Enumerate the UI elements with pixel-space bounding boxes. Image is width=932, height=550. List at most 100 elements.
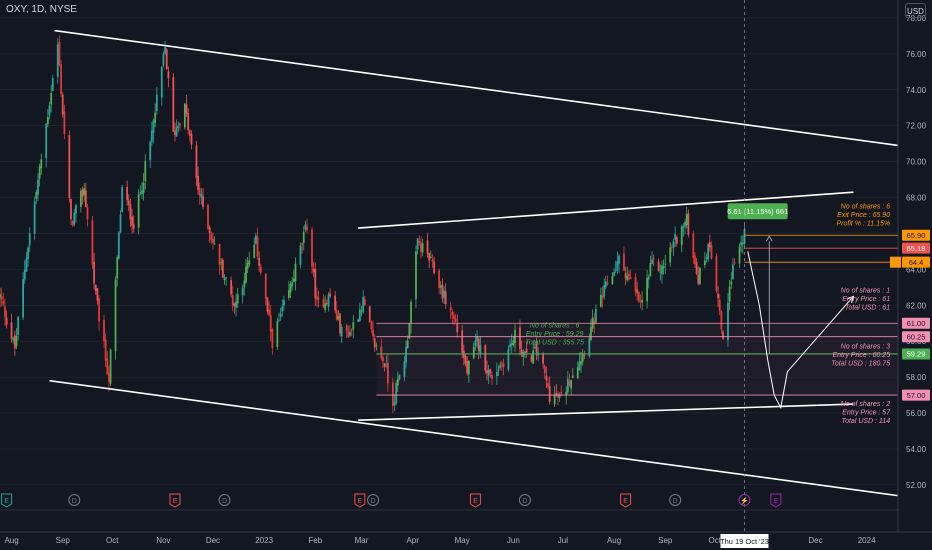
candle bbox=[152, 118, 155, 143]
candle bbox=[98, 295, 100, 331]
candle bbox=[301, 242, 303, 254]
candle bbox=[340, 323, 343, 344]
candle bbox=[246, 256, 249, 274]
candle bbox=[616, 251, 619, 274]
candle bbox=[651, 251, 653, 265]
earnings-marker[interactable]: E bbox=[1, 493, 13, 508]
candle bbox=[345, 323, 348, 338]
candle bbox=[279, 307, 282, 321]
candle bbox=[495, 362, 498, 385]
candle bbox=[68, 130, 71, 203]
candle bbox=[500, 360, 503, 371]
split-marker[interactable]: ⚡ bbox=[738, 494, 751, 506]
price-tag bbox=[902, 256, 930, 268]
candle bbox=[106, 351, 109, 375]
candle bbox=[415, 245, 417, 309]
event-markers[interactable]: E D E D E D E D E D ⚡ E bbox=[1, 493, 782, 508]
dividend-marker[interactable]: D bbox=[669, 494, 682, 506]
measure-label-box bbox=[727, 203, 788, 220]
candle bbox=[311, 226, 313, 274]
trendline[interactable] bbox=[49, 379, 899, 497]
projection-path[interactable] bbox=[747, 251, 854, 410]
trade-annotation[interactable]: No of shares : 6 Exit Price : 65.90Profit… bbox=[837, 203, 891, 227]
candle bbox=[451, 308, 454, 325]
earnings-marker[interactable]: E bbox=[620, 493, 632, 508]
candle bbox=[160, 66, 163, 106]
annotation-line: Total USD : 180.75 bbox=[831, 360, 890, 367]
candle bbox=[628, 270, 630, 281]
trade-annotation[interactable]: No of shares : 3 Entry Price : 60.25Total… bbox=[831, 343, 890, 367]
candle bbox=[464, 353, 467, 367]
trendline[interactable] bbox=[54, 29, 899, 147]
dividend-marker[interactable]: D bbox=[518, 494, 531, 506]
candle bbox=[692, 230, 695, 264]
candle bbox=[119, 209, 122, 234]
candle bbox=[375, 342, 378, 351]
trendline[interactable] bbox=[358, 403, 854, 422]
event-marker-letter: D bbox=[222, 498, 227, 505]
candle bbox=[96, 287, 99, 305]
trendline[interactable] bbox=[358, 191, 854, 229]
candle bbox=[266, 297, 269, 315]
price-tag bbox=[902, 331, 930, 343]
x-axis[interactable]: Aug Sep Oct Nov Dec 2023 Feb Mar Apr May Jun Jul Aug… bbox=[0, 531, 932, 545]
candle bbox=[283, 295, 285, 311]
dividend-marker[interactable]: D bbox=[367, 494, 380, 506]
candle bbox=[0, 287, 3, 307]
candle bbox=[530, 354, 533, 363]
event-marker-letter: E bbox=[4, 498, 9, 505]
candle bbox=[542, 351, 544, 369]
candle bbox=[109, 348, 112, 386]
candle bbox=[324, 295, 327, 313]
candle bbox=[722, 329, 724, 341]
candle bbox=[45, 123, 48, 168]
x-tick-label: Feb bbox=[308, 536, 322, 545]
candle bbox=[705, 253, 708, 263]
candle bbox=[636, 282, 639, 301]
price-tag-label: 65.18 bbox=[907, 244, 926, 253]
candle bbox=[248, 251, 251, 268]
candle bbox=[606, 275, 609, 286]
candle bbox=[256, 227, 259, 261]
candle bbox=[684, 218, 686, 235]
candle bbox=[732, 258, 734, 281]
candle bbox=[708, 234, 711, 252]
candle bbox=[477, 336, 480, 360]
earnings-marker[interactable]: E bbox=[169, 493, 181, 508]
candle bbox=[560, 385, 563, 397]
annotation-line: Entry Price : 60.25 bbox=[833, 352, 891, 359]
earnings-marker[interactable]: E bbox=[469, 493, 481, 508]
candle bbox=[697, 266, 700, 286]
candle bbox=[188, 129, 191, 142]
candle bbox=[141, 181, 143, 199]
earnings-marker[interactable]: E bbox=[354, 493, 366, 508]
dividend-marker[interactable]: D bbox=[218, 494, 231, 506]
event-marker-letter: D bbox=[371, 498, 376, 505]
annotation-line: No of shares : 6 bbox=[841, 203, 891, 210]
candle bbox=[476, 330, 478, 348]
candle bbox=[63, 104, 66, 140]
price-tag-label: 64.4 bbox=[909, 258, 924, 267]
candle bbox=[91, 216, 94, 269]
candle bbox=[641, 290, 644, 311]
candle bbox=[416, 237, 419, 255]
candle bbox=[715, 253, 718, 294]
price-tag-label: 59.29 bbox=[907, 350, 926, 359]
y-axis[interactable]: 52.0054.0056.0058.0060.0062.0064.0066.00… bbox=[890, 0, 932, 532]
candle bbox=[121, 184, 124, 213]
candle bbox=[439, 280, 442, 295]
candle bbox=[0, 287, 1, 308]
candle bbox=[398, 374, 401, 381]
earnings-marker[interactable]: E bbox=[770, 493, 782, 508]
dividend-marker[interactable]: D bbox=[68, 494, 81, 506]
candle bbox=[357, 318, 360, 323]
candle bbox=[718, 294, 721, 316]
candle bbox=[472, 342, 475, 360]
currency-badge[interactable]: USD bbox=[905, 3, 926, 18]
symbol-label[interactable]: OXY, 1D, NYSE bbox=[6, 4, 77, 15]
candle bbox=[524, 351, 526, 359]
